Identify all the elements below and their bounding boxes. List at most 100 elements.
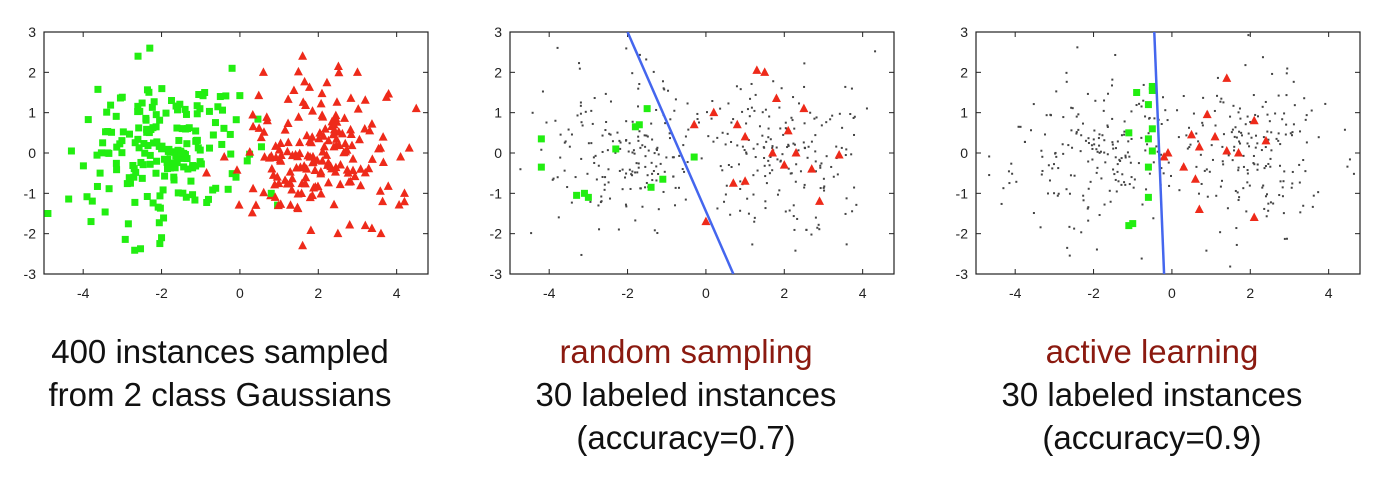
unlabeled-point	[1116, 170, 1119, 173]
red-class-point	[306, 225, 316, 234]
red-class-point	[202, 168, 212, 177]
unlabeled-point	[761, 111, 764, 114]
unlabeled-point	[1111, 117, 1114, 120]
unlabeled-point	[813, 117, 816, 120]
red-class-point	[399, 196, 409, 206]
unlabeled-point	[1262, 136, 1265, 139]
unlabeled-point	[646, 174, 649, 177]
unlabeled-point	[619, 141, 622, 144]
green-class-point	[690, 153, 698, 161]
red-class-point	[340, 113, 350, 122]
unlabeled-point	[1169, 174, 1172, 177]
unlabeled-point	[787, 167, 790, 170]
unlabeled-point	[1040, 149, 1043, 152]
green-class-point	[143, 192, 151, 200]
x-tick-label: -4	[1009, 285, 1022, 301]
unlabeled-point	[1089, 180, 1092, 183]
unlabeled-point	[1203, 169, 1206, 172]
unlabeled-point	[638, 83, 641, 86]
unlabeled-point	[1095, 171, 1098, 174]
unlabeled-point	[519, 168, 522, 171]
unlabeled-point	[1057, 167, 1060, 170]
green-class-point	[214, 103, 222, 111]
green-class-point	[647, 183, 655, 191]
red-class-point	[740, 176, 750, 185]
red-class-point	[394, 199, 404, 209]
unlabeled-point	[1082, 194, 1085, 197]
unlabeled-point	[754, 156, 757, 159]
unlabeled-point	[1208, 170, 1211, 173]
green-class-point	[143, 128, 151, 136]
red-class-point	[232, 165, 242, 174]
unlabeled-point	[1101, 134, 1104, 137]
unlabeled-point	[792, 96, 795, 99]
unlabeled-point	[591, 122, 594, 125]
unlabeled-point	[1281, 118, 1284, 121]
unlabeled-point	[725, 184, 728, 187]
unlabeled-point	[1148, 172, 1151, 175]
green-class-point	[125, 174, 133, 182]
unlabeled-point	[845, 148, 848, 151]
green-class-point	[172, 102, 180, 110]
green-class-point	[193, 102, 201, 110]
red-class-point	[329, 199, 339, 209]
red-class-point	[1222, 73, 1232, 82]
green-class-point	[643, 105, 651, 113]
unlabeled-point	[1178, 189, 1181, 192]
unlabeled-point	[794, 180, 797, 183]
unlabeled-point	[1244, 64, 1247, 67]
unlabeled-point	[1069, 174, 1072, 177]
y-tick-label: 2	[494, 64, 502, 80]
unlabeled-point	[787, 144, 790, 147]
unlabeled-point	[746, 108, 749, 111]
red-class-point	[1210, 131, 1220, 141]
unlabeled-point	[814, 170, 817, 173]
red-class-point	[271, 152, 281, 162]
red-class-point	[1187, 129, 1197, 139]
unlabeled-point	[745, 151, 748, 154]
red-class-point	[298, 97, 308, 106]
green-class-point	[204, 195, 212, 203]
unlabeled-point	[1189, 143, 1192, 146]
red-class-point	[350, 171, 360, 181]
unlabeled-point	[1283, 237, 1286, 240]
unlabeled-point	[625, 47, 628, 50]
unlabeled-point	[1242, 187, 1245, 190]
green-class-point	[183, 140, 191, 148]
x-tick-label: 2	[1246, 285, 1254, 301]
unlabeled-point	[1279, 180, 1282, 183]
unlabeled-point	[1087, 142, 1090, 145]
unlabeled-point	[778, 189, 781, 192]
unlabeled-point	[644, 165, 647, 168]
unlabeled-point	[1352, 172, 1355, 175]
unlabeled-point	[554, 119, 557, 122]
unlabeled-point	[1230, 131, 1233, 134]
red-class-point	[799, 103, 809, 113]
green-class-point	[144, 142, 152, 150]
green-class-point	[156, 204, 164, 212]
unlabeled-point	[764, 200, 767, 203]
unlabeled-point	[687, 128, 690, 131]
green-class-point	[257, 143, 265, 151]
unlabeled-point	[580, 157, 583, 160]
unlabeled-point	[568, 145, 571, 148]
unlabeled-point	[814, 216, 817, 219]
unlabeled-point	[1087, 206, 1090, 209]
unlabeled-point	[1123, 133, 1126, 136]
green-class-point	[180, 163, 188, 171]
unlabeled-point	[1215, 194, 1218, 197]
unlabeled-point	[1200, 182, 1203, 185]
unlabeled-point	[606, 149, 609, 152]
red-class-point	[234, 200, 244, 209]
unlabeled-point	[600, 195, 603, 198]
unlabeled-point	[1291, 131, 1294, 134]
unlabeled-point	[1237, 199, 1240, 202]
green-class-point	[87, 218, 95, 226]
green-class-point	[93, 182, 101, 190]
unlabeled-point	[753, 216, 756, 219]
unlabeled-point	[1237, 169, 1240, 172]
caption-line-3: (accuracy=0.9)	[1042, 419, 1262, 456]
green-class-point	[573, 191, 581, 199]
unlabeled-point	[1285, 94, 1288, 97]
green-class-point	[218, 140, 226, 148]
